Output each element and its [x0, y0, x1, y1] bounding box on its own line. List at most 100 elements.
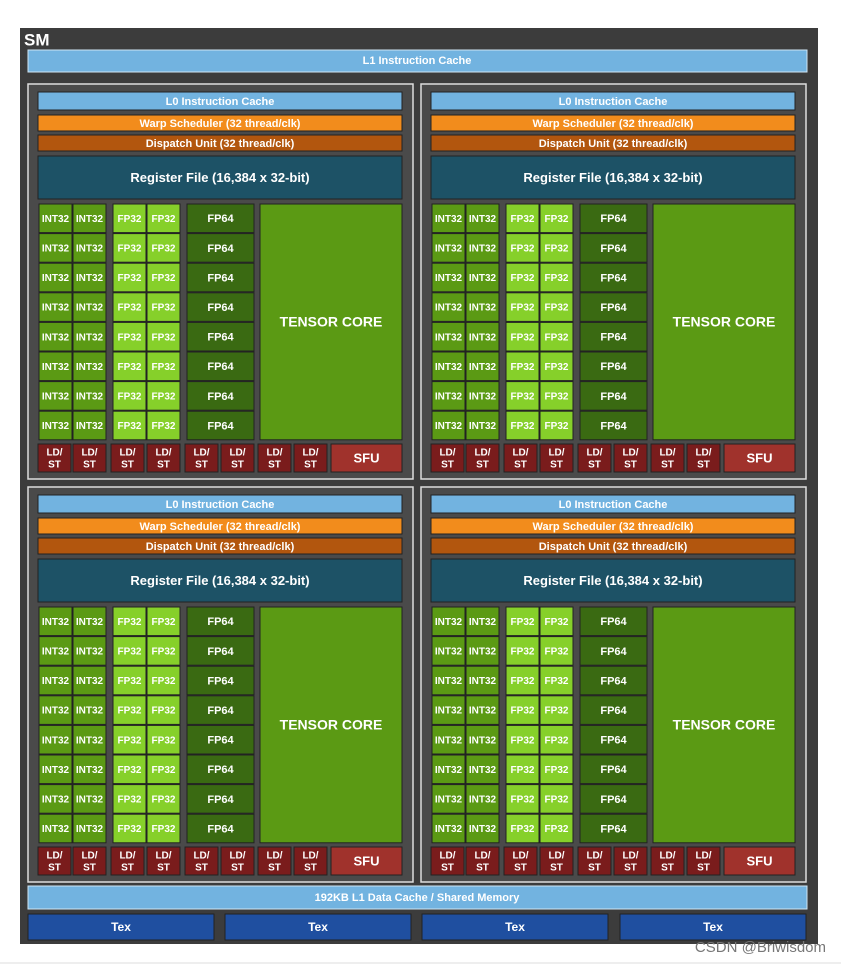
int32-core — [38, 381, 73, 411]
fp64-core-label: FP64 — [600, 823, 627, 835]
ld-st-unit — [37, 846, 72, 876]
ld-st-unit — [613, 443, 648, 473]
ld-st-label: ST — [157, 460, 170, 471]
ld-st-unit — [72, 443, 107, 473]
int32-core — [465, 351, 500, 382]
fp64-core — [579, 410, 648, 441]
ld-st-unit — [539, 846, 574, 876]
ld-st-label: ST — [441, 863, 454, 874]
fp64-core — [579, 262, 648, 293]
fp32-core — [505, 292, 540, 322]
ld-st-label: ST — [231, 863, 244, 874]
fp32-core — [505, 321, 540, 352]
fp32-core — [146, 203, 181, 234]
fp32-core-label: FP32 — [545, 214, 569, 225]
int32-core — [465, 754, 500, 785]
fp32-core — [505, 636, 540, 666]
int32-core-label: INT32 — [76, 706, 104, 717]
fp64-core — [186, 292, 255, 322]
int32-core — [72, 292, 107, 322]
ld-st-label: LD/ — [302, 448, 318, 459]
ld-st-label: LD/ — [439, 851, 455, 862]
int32-core-label: INT32 — [435, 735, 463, 746]
fp32-core — [112, 351, 147, 382]
fp64-core — [579, 351, 648, 382]
l0-instruction-cache — [37, 91, 403, 111]
int32-core — [72, 321, 107, 352]
ld-st-label: ST — [83, 460, 96, 471]
dispatch-unit — [430, 134, 796, 152]
ld-st-unit — [37, 443, 72, 473]
sfu-label: SFU — [354, 853, 380, 868]
fp32-core — [505, 665, 540, 696]
ld-st-label: ST — [697, 460, 710, 471]
fp64-core — [579, 381, 648, 411]
int32-core-label: INT32 — [76, 824, 104, 835]
fp32-core-label: FP32 — [118, 824, 142, 835]
fp32-core — [146, 636, 181, 666]
fp64-core-label: FP64 — [207, 243, 234, 255]
tex-unit-label: Tex — [111, 920, 131, 934]
int32-core — [431, 292, 466, 322]
int32-core — [431, 813, 466, 844]
fp32-core-label: FP32 — [118, 244, 142, 255]
fp64-core-label: FP64 — [600, 391, 627, 403]
fp32-core — [112, 292, 147, 322]
fp32-core — [539, 754, 574, 785]
fp32-core-label: FP32 — [511, 706, 535, 717]
fp32-core — [539, 695, 574, 725]
ld-st-label: ST — [157, 863, 170, 874]
ld-st-label: LD/ — [229, 448, 245, 459]
fp64-core — [579, 813, 648, 844]
fp64-core-label: FP64 — [600, 764, 627, 776]
fp32-core — [112, 410, 147, 441]
fp64-core — [186, 636, 255, 666]
int32-core-label: INT32 — [435, 392, 463, 403]
fp64-core — [186, 321, 255, 352]
int32-core-label: INT32 — [469, 824, 497, 835]
fp64-core — [186, 381, 255, 411]
fp64-core — [186, 262, 255, 293]
int32-core-label: INT32 — [469, 647, 497, 658]
int32-core — [431, 665, 466, 696]
ld-st-unit — [110, 846, 145, 876]
int32-core-label: INT32 — [435, 214, 463, 225]
fp64-core — [579, 203, 648, 234]
fp64-core — [579, 321, 648, 352]
int32-core — [38, 695, 73, 725]
ld-st-label: ST — [476, 863, 489, 874]
fp32-core-label: FP32 — [152, 362, 176, 373]
fp32-core — [146, 321, 181, 352]
fp32-core — [505, 606, 540, 637]
fp32-core-label: FP32 — [511, 421, 535, 432]
fp32-core-label: FP32 — [545, 676, 569, 687]
fp64-core-label: FP64 — [600, 675, 627, 687]
fp64-core-label: FP64 — [207, 705, 234, 717]
ld-st-label: ST — [661, 863, 674, 874]
int32-core-label: INT32 — [42, 676, 70, 687]
fp64-core-label: FP64 — [600, 420, 627, 432]
ld-st-unit — [503, 443, 538, 473]
int32-core-label: INT32 — [76, 765, 104, 776]
fp32-core-label: FP32 — [118, 617, 142, 628]
int32-core — [72, 381, 107, 411]
l0-instruction-cache — [37, 494, 403, 514]
int32-core — [431, 606, 466, 637]
fp64-core — [579, 695, 648, 725]
int32-core-label: INT32 — [435, 676, 463, 687]
fp32-core-label: FP32 — [118, 392, 142, 403]
fp32-core — [146, 813, 181, 844]
fp64-core — [579, 636, 648, 666]
int32-core-label: INT32 — [42, 617, 70, 628]
fp64-core — [579, 233, 648, 263]
dispatch-unit-label: Dispatch Unit (32 thread/clk) — [146, 541, 295, 553]
fp32-core-label: FP32 — [545, 824, 569, 835]
fp64-core-label: FP64 — [600, 302, 627, 314]
fp32-core-label: FP32 — [118, 706, 142, 717]
int32-core — [465, 410, 500, 441]
warp-scheduler-label: Warp Scheduler (32 thread/clk) — [140, 118, 301, 130]
fp64-core-label: FP64 — [207, 675, 234, 687]
fp32-core-label: FP32 — [511, 303, 535, 314]
fp32-core-label: FP32 — [545, 303, 569, 314]
fp64-core — [186, 665, 255, 696]
